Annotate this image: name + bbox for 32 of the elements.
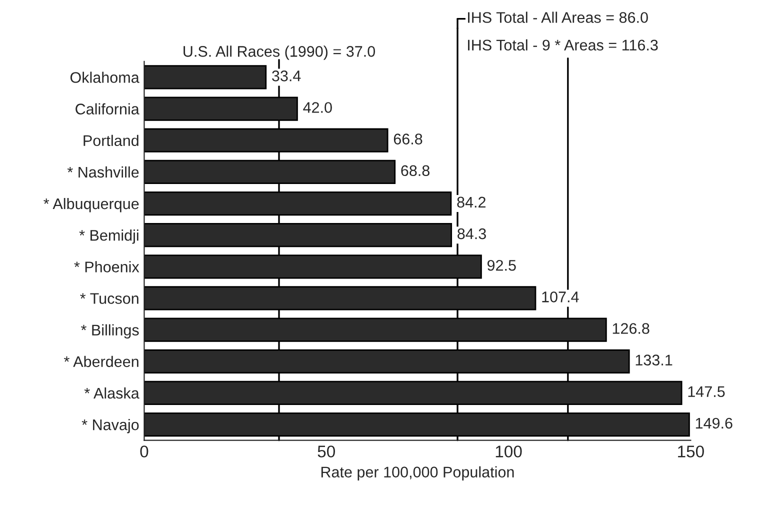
y-tick-label: * Aberdeen <box>64 356 138 368</box>
y-tick-label: * Nashville <box>67 166 139 178</box>
data-label: 147.5 <box>688 386 725 398</box>
y-tick-label: California <box>76 103 140 114</box>
y-tick-label: * Albuquerque <box>44 198 139 212</box>
y-tick-label: * Navajo <box>82 419 139 434</box>
y-tick-label: * Bemidji <box>79 230 138 244</box>
ref-line-label: IHS Total - 9 * Areas = 116.3 <box>468 39 658 51</box>
data-label: 133.1 <box>636 354 672 366</box>
y-tick-label: Portland <box>84 134 138 146</box>
y-tick-label: * Tucson <box>80 293 138 304</box>
x-tick-label: 100 <box>496 446 522 458</box>
x-tick-label: 0 <box>140 446 148 458</box>
data-label: 66.8 <box>394 134 422 144</box>
data-label: 92.5 <box>487 260 516 271</box>
data-label: 42.0 <box>303 102 332 113</box>
ref-line-label: IHS Total - All Areas = 86.0 <box>468 12 648 23</box>
y-tick-label: Oklahoma <box>70 72 140 83</box>
data-label: 33.4 <box>272 70 301 82</box>
ref-line-label: U.S. All Races (1990) = 37.0 <box>184 46 376 60</box>
y-tick-label: * Phoenix <box>74 261 140 272</box>
x-tick-label: 150 <box>678 446 704 458</box>
data-label: 84.2 <box>457 196 486 208</box>
y-tick-label: * Billings <box>81 324 139 339</box>
x-axis-title: Rate per 100,000 Population <box>321 466 514 481</box>
x-tick-label: 50 <box>318 446 335 458</box>
data-label: 84.3 <box>458 228 486 240</box>
data-label: 149.6 <box>696 418 732 429</box>
data-label: 68.8 <box>401 165 430 176</box>
y-tick-label: * Alaska <box>84 387 140 399</box>
data-label: 126.8 <box>612 323 650 334</box>
data-label: 107.4 <box>542 292 579 302</box>
